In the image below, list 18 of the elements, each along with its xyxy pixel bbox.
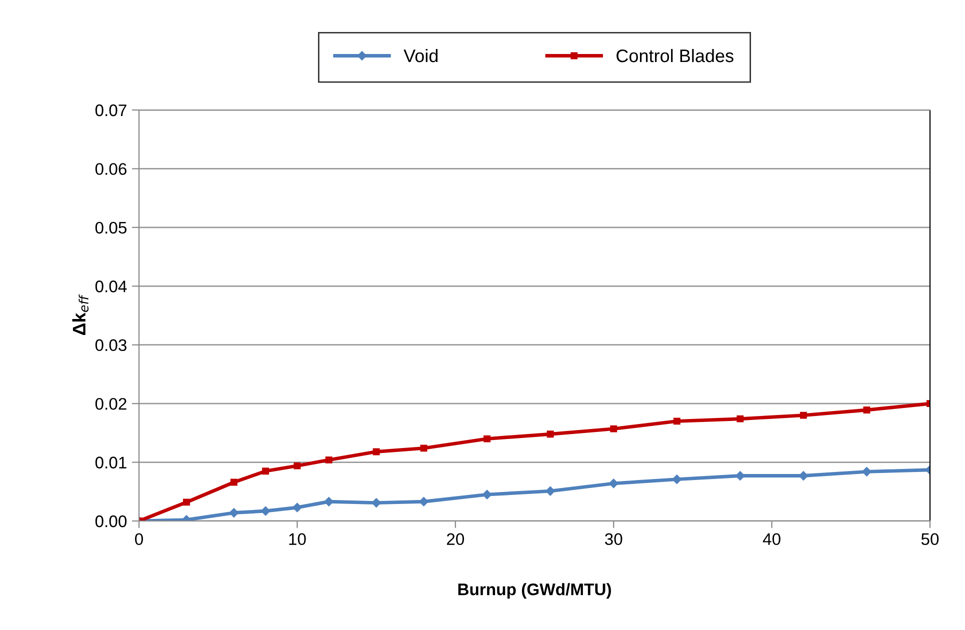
x-tick-label: 40 <box>762 533 780 546</box>
legend-label: Void <box>404 48 438 62</box>
y-tick-label: 0.05 <box>95 222 126 234</box>
y-tick-label: 0.01 <box>95 456 126 468</box>
legend-label: Control Blades <box>616 48 734 62</box>
y-tick-label: 0.06 <box>95 163 126 175</box>
x-tick-label: 50 <box>921 533 939 546</box>
x-axis-title: Burnup (GWd/MTU) <box>458 583 611 599</box>
y-axis-title: Δk$_{eff}$ <box>72 294 89 335</box>
y-tick-label: 0.03 <box>95 339 126 352</box>
y-tick-label: 0.04 <box>95 280 127 292</box>
x-tick-label: 10 <box>289 533 306 546</box>
x-tick-label: 20 <box>446 533 464 546</box>
x-tick-label: 30 <box>604 533 622 546</box>
x-tick-label: 0 <box>135 533 143 546</box>
y-tick-label: 0.07 <box>95 104 126 116</box>
y-tick-label: 0.02 <box>95 398 126 410</box>
y-tick-label: 0.00 <box>95 515 127 528</box>
